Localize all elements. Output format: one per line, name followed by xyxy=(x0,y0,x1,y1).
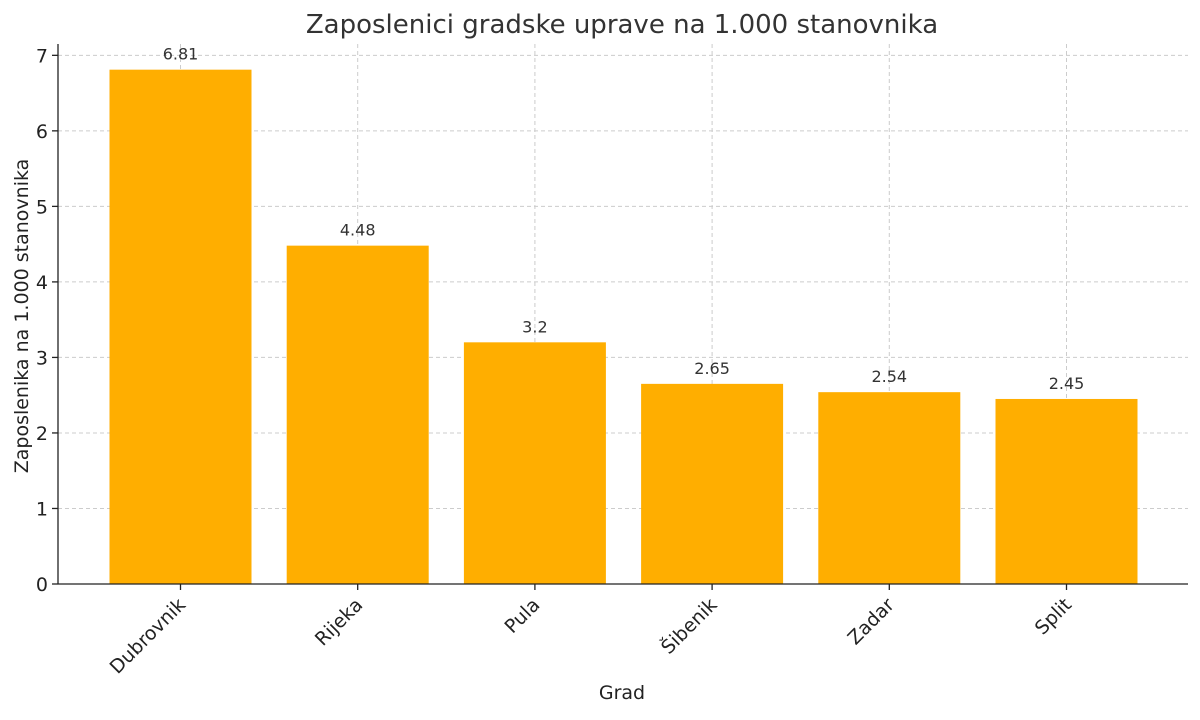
x-tick-label: Pula xyxy=(501,594,545,638)
bar-šibenik xyxy=(641,383,784,584)
x-tick-label: Šibenik xyxy=(656,593,722,659)
y-tick-label: 6 xyxy=(36,121,48,143)
data-labels: 6.81 4.48 3.2 2.65 2.54 2.45 xyxy=(163,45,1085,393)
data-label: 2.45 xyxy=(1049,374,1085,393)
y-axis-title: Zaposlenika na 1.000 stanovnika xyxy=(11,159,33,474)
data-label: 6.81 xyxy=(163,45,199,64)
y-tick-label: 1 xyxy=(36,498,48,520)
y-tick-label: 7 xyxy=(36,45,48,67)
data-label: 3.2 xyxy=(522,317,547,336)
bar-split xyxy=(995,398,1138,584)
x-axis-title: Grad xyxy=(599,682,645,704)
bar-dubrovnik xyxy=(109,69,252,584)
bar-rijeka xyxy=(286,245,429,585)
data-label: 4.48 xyxy=(340,221,376,240)
data-label: 2.65 xyxy=(694,359,730,378)
x-tick-label: Zadar xyxy=(844,594,899,649)
y-tick-label: 2 xyxy=(36,423,48,445)
y-tick-label: 0 xyxy=(36,574,48,596)
data-label: 2.54 xyxy=(871,367,907,386)
axes xyxy=(57,44,1188,585)
bars xyxy=(109,69,1138,585)
x-tick-label: Split xyxy=(1031,594,1076,639)
y-tick-label: 4 xyxy=(36,272,48,294)
y-tick-label: 5 xyxy=(36,196,48,218)
y-tick-label: 3 xyxy=(36,347,48,369)
bar-pula xyxy=(463,342,606,584)
x-tick-label: Rijeka xyxy=(311,594,367,650)
x-tick-label: Dubrovnik xyxy=(106,594,190,678)
chart-title: Zaposlenici gradske uprave na 1.000 stan… xyxy=(306,10,938,40)
bar-zadar xyxy=(818,392,961,584)
